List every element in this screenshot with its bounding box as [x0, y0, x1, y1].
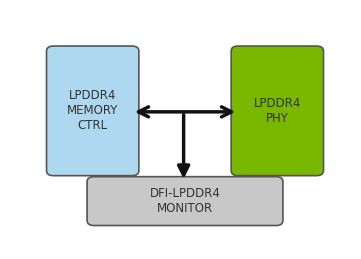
FancyBboxPatch shape	[87, 177, 283, 226]
FancyBboxPatch shape	[47, 46, 139, 176]
Text: LPDDR4
MEMORY
CTRL: LPDDR4 MEMORY CTRL	[67, 89, 118, 132]
Text: DFI-LPDDR4
MONITOR: DFI-LPDDR4 MONITOR	[149, 187, 221, 215]
Text: LPDDR4
PHY: LPDDR4 PHY	[254, 97, 301, 125]
FancyBboxPatch shape	[231, 46, 323, 176]
